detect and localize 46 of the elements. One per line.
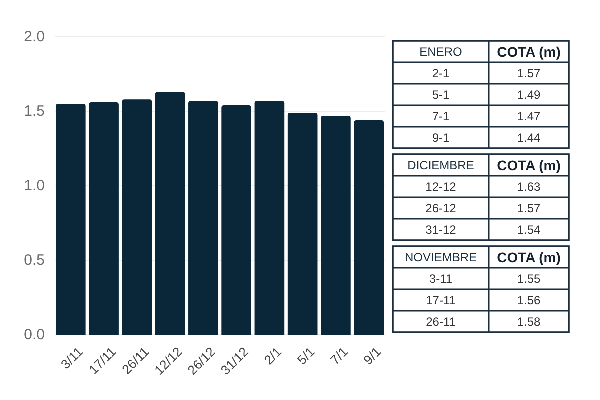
y-tick-label: 0.5 — [24, 252, 45, 269]
category-label: 3-11 — [429, 272, 453, 286]
data-label: 1.58 — [517, 314, 541, 329]
text: COTA (m) — [497, 249, 561, 266]
category-label: 2-1 — [432, 66, 450, 80]
data-label: 1.47 — [517, 109, 541, 124]
data-label: 1.57 — [517, 66, 541, 80]
y-tick-label: 1.5 — [24, 103, 45, 120]
y-tick-label: 0.0 — [24, 326, 45, 344]
category-label: 31-12 — [426, 222, 457, 237]
bar — [188, 101, 218, 335]
category-label: 26-11 — [426, 314, 456, 329]
text: DICIEMBRE — [408, 158, 474, 172]
data-label: 1.49 — [517, 88, 541, 102]
data-label: 1.56 — [517, 293, 541, 308]
x-tick-label: 5/1 — [294, 344, 318, 368]
category-label: 7-1 — [432, 109, 450, 124]
category-label: 26-12 — [426, 201, 457, 216]
text: COTA (m) — [497, 44, 561, 60]
category-label: 17-11 — [426, 293, 456, 308]
bar — [321, 116, 351, 335]
y-tick-label: 2.0 — [24, 28, 45, 46]
data-label: 1.44 — [517, 130, 541, 145]
bar — [254, 101, 285, 335]
category-label: 9-1 — [432, 130, 450, 145]
data-label: 1.55 — [517, 272, 541, 286]
text: ENERO — [420, 44, 462, 59]
bar — [288, 112, 318, 335]
bar — [122, 100, 152, 335]
x-tick-label: 2/1 — [261, 344, 285, 368]
category-label: 5-1 — [432, 88, 450, 102]
bar — [155, 92, 186, 335]
category-label: 12-12 — [426, 180, 457, 194]
text: COTA (m) — [497, 157, 561, 174]
y-tick-label: 1.0 — [24, 178, 45, 194]
bar — [222, 106, 252, 335]
bar — [354, 120, 384, 335]
text: NOVIEMBRE — [404, 250, 478, 264]
x-tick-label: 3/11 — [58, 344, 86, 372]
bar — [56, 104, 86, 335]
x-tick-label: 9/1 — [360, 344, 384, 368]
bar — [89, 102, 119, 335]
x-tick-label: 7/1 — [327, 344, 351, 368]
data-label: 1.63 — [517, 180, 541, 194]
data-label: 1.54 — [517, 222, 541, 237]
data-label: 1.57 — [517, 201, 541, 216]
